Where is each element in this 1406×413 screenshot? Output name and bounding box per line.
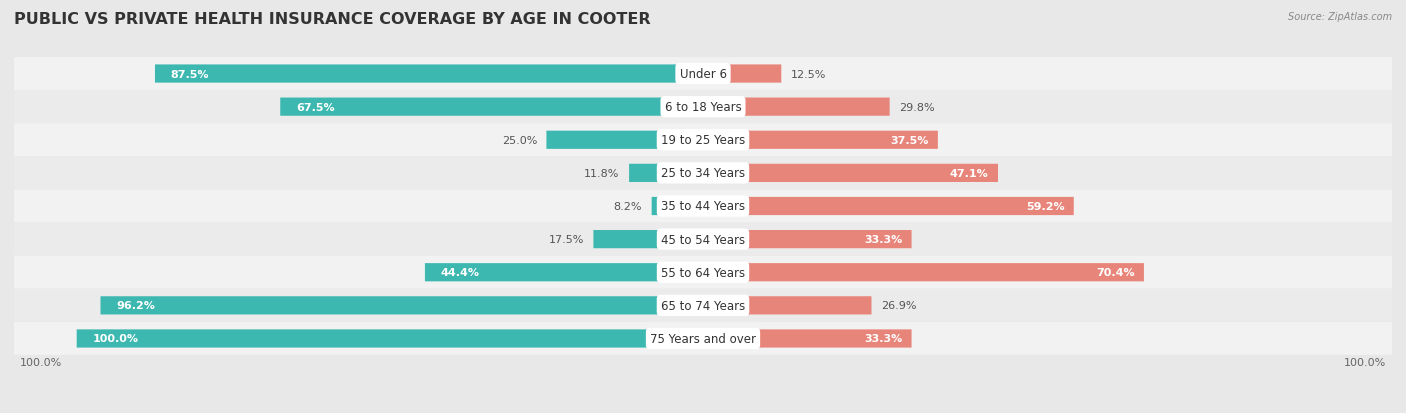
Text: 55 to 64 Years: 55 to 64 Years	[661, 266, 745, 279]
FancyBboxPatch shape	[77, 330, 703, 348]
FancyBboxPatch shape	[703, 197, 1074, 216]
Text: 59.2%: 59.2%	[1026, 202, 1064, 211]
FancyBboxPatch shape	[703, 65, 782, 83]
Text: 8.2%: 8.2%	[614, 202, 643, 211]
Text: 47.1%: 47.1%	[950, 169, 988, 178]
FancyBboxPatch shape	[547, 131, 703, 150]
Text: 11.8%: 11.8%	[585, 169, 620, 178]
Text: 12.5%: 12.5%	[790, 69, 827, 79]
Text: 87.5%: 87.5%	[170, 69, 209, 79]
Text: 25.0%: 25.0%	[502, 135, 537, 145]
Text: 25 to 34 Years: 25 to 34 Years	[661, 167, 745, 180]
FancyBboxPatch shape	[14, 322, 1392, 355]
Text: 100.0%: 100.0%	[20, 357, 63, 367]
FancyBboxPatch shape	[703, 263, 1144, 282]
FancyBboxPatch shape	[651, 197, 703, 216]
Text: 33.3%: 33.3%	[863, 334, 903, 344]
FancyBboxPatch shape	[703, 230, 911, 249]
Text: 67.5%: 67.5%	[295, 102, 335, 112]
Text: Under 6: Under 6	[679, 68, 727, 81]
FancyBboxPatch shape	[155, 65, 703, 83]
Text: 75 Years and over: 75 Years and over	[650, 332, 756, 345]
FancyBboxPatch shape	[703, 98, 890, 116]
FancyBboxPatch shape	[280, 98, 703, 116]
FancyBboxPatch shape	[14, 256, 1392, 289]
FancyBboxPatch shape	[14, 190, 1392, 223]
Text: 100.0%: 100.0%	[1343, 357, 1386, 367]
Text: 35 to 44 Years: 35 to 44 Years	[661, 200, 745, 213]
Text: Source: ZipAtlas.com: Source: ZipAtlas.com	[1288, 12, 1392, 22]
Text: 19 to 25 Years: 19 to 25 Years	[661, 134, 745, 147]
FancyBboxPatch shape	[703, 297, 872, 315]
Text: 100.0%: 100.0%	[93, 334, 138, 344]
FancyBboxPatch shape	[628, 164, 703, 183]
Text: 33.3%: 33.3%	[863, 235, 903, 244]
Text: 45 to 54 Years: 45 to 54 Years	[661, 233, 745, 246]
FancyBboxPatch shape	[703, 164, 998, 183]
Text: 96.2%: 96.2%	[117, 301, 155, 311]
Text: PUBLIC VS PRIVATE HEALTH INSURANCE COVERAGE BY AGE IN COOTER: PUBLIC VS PRIVATE HEALTH INSURANCE COVER…	[14, 12, 651, 27]
Text: 44.4%: 44.4%	[440, 268, 479, 278]
FancyBboxPatch shape	[14, 91, 1392, 124]
Text: 70.4%: 70.4%	[1095, 268, 1135, 278]
FancyBboxPatch shape	[425, 263, 703, 282]
Text: 37.5%: 37.5%	[890, 135, 928, 145]
FancyBboxPatch shape	[14, 157, 1392, 190]
Text: 29.8%: 29.8%	[898, 102, 935, 112]
FancyBboxPatch shape	[14, 289, 1392, 322]
FancyBboxPatch shape	[703, 330, 911, 348]
Text: 17.5%: 17.5%	[548, 235, 583, 244]
Text: 26.9%: 26.9%	[882, 301, 917, 311]
FancyBboxPatch shape	[593, 230, 703, 249]
Text: 65 to 74 Years: 65 to 74 Years	[661, 299, 745, 312]
FancyBboxPatch shape	[14, 124, 1392, 157]
FancyBboxPatch shape	[14, 58, 1392, 91]
FancyBboxPatch shape	[14, 223, 1392, 256]
FancyBboxPatch shape	[703, 131, 938, 150]
Text: 6 to 18 Years: 6 to 18 Years	[665, 101, 741, 114]
FancyBboxPatch shape	[100, 297, 703, 315]
